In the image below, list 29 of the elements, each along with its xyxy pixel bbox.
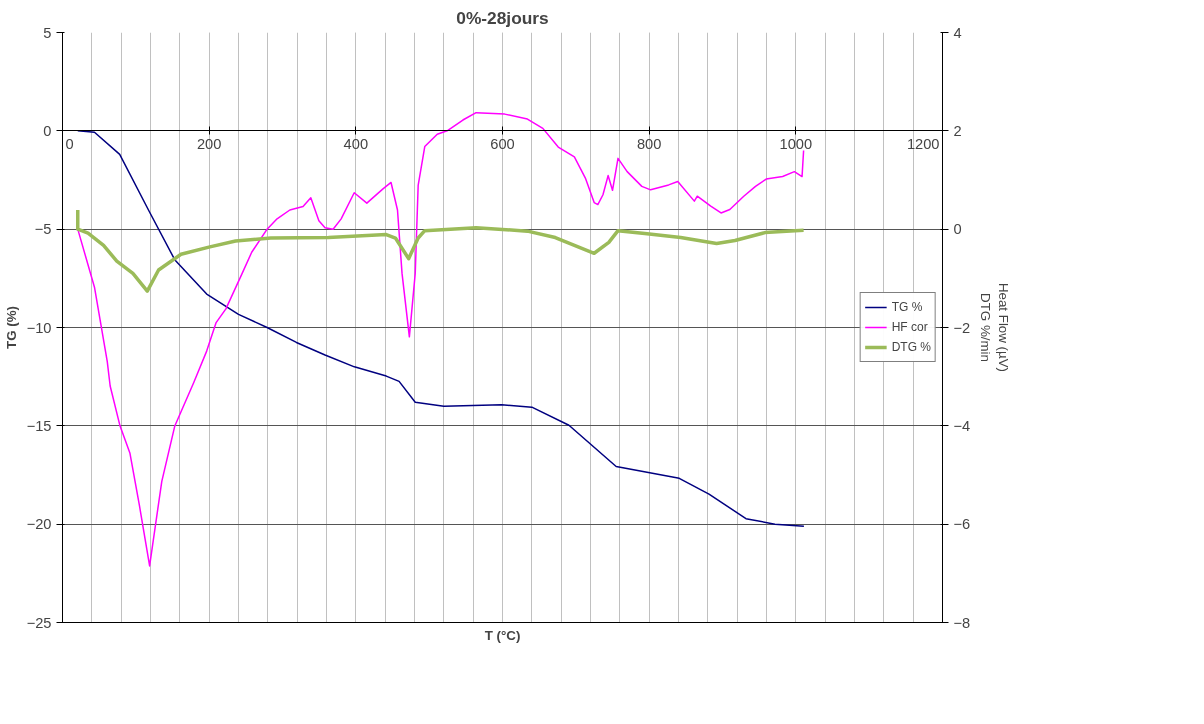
y-axis-title: TG (%) [3, 306, 19, 349]
y-tick-label: 5 [43, 24, 52, 41]
y-tick-label: −5 [34, 221, 52, 238]
y2-tick-label: 2 [953, 122, 962, 139]
x-tick-label: 600 [490, 135, 515, 152]
y2-tick-label: 0 [953, 221, 962, 238]
x-tick-label: 0 [65, 135, 74, 152]
legend-label: TG % [891, 300, 923, 314]
y2-axis-title: Heat Flow (µV) DTG %/min [978, 282, 1012, 373]
x-tick-label: 200 [196, 135, 222, 152]
line-series [76, 208, 806, 293]
legend-label: HF cor [891, 320, 928, 334]
y2-tick-label: −2 [953, 319, 971, 336]
chart-title: 0%-28jours [456, 7, 549, 28]
y-tick-label: −15 [26, 417, 52, 434]
x-tick-label: 1200 [906, 135, 940, 152]
y-tick-label: −10 [26, 319, 52, 336]
y-tick-label: 0 [43, 122, 52, 139]
y-tick-label: −20 [26, 516, 52, 533]
x-tick-label: 400 [343, 135, 369, 152]
y2-tick-label: −4 [953, 417, 971, 434]
y2-tick-label: −6 [953, 516, 971, 533]
x-axis-title: T (°C) [484, 627, 521, 643]
x-tick-label: 1000 [779, 135, 813, 152]
y2-tick-label: 4 [953, 24, 962, 41]
y2-tick-label: −8 [953, 614, 971, 631]
x-tick-label: 800 [636, 135, 662, 152]
legend-label: DTG % [891, 340, 931, 354]
y-tick-label: −25 [26, 614, 52, 631]
